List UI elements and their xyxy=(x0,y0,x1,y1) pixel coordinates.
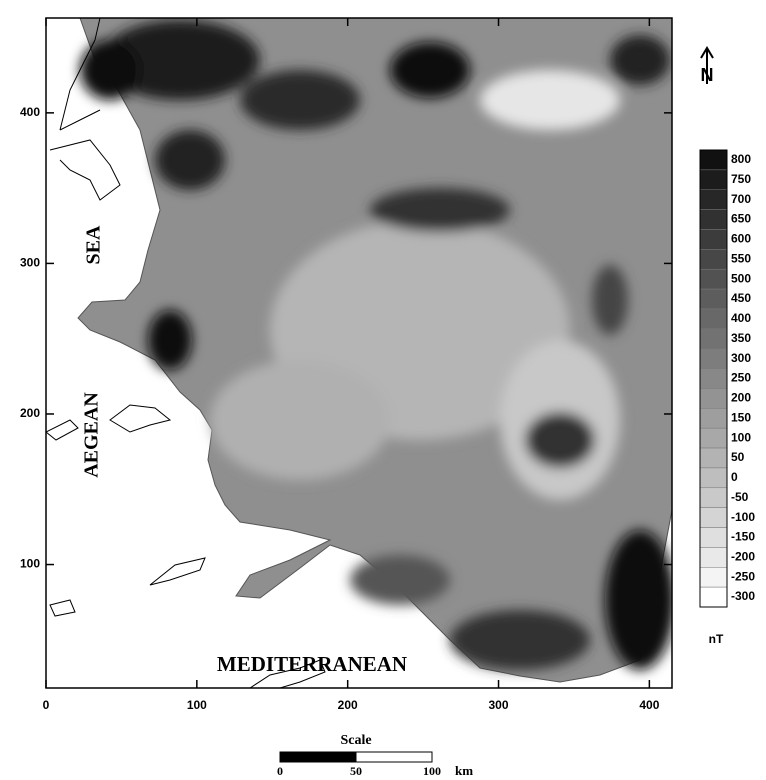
y-tick-label: 200 xyxy=(20,406,40,420)
colorbar-swatch xyxy=(700,528,727,548)
colorbar-label: -250 xyxy=(731,569,755,583)
colorbar-swatch xyxy=(700,170,727,190)
colorbar-label: -300 xyxy=(731,589,755,603)
colorbar-unit: nT xyxy=(709,632,724,646)
colorbar-swatch xyxy=(700,408,727,428)
colorbar-label: 250 xyxy=(731,371,751,385)
scale-tick-label: 50 xyxy=(350,764,362,778)
colorbar-swatch xyxy=(700,309,727,329)
colorbar-swatch xyxy=(700,249,727,269)
colorbar-swatch xyxy=(700,448,727,468)
colorbar-swatch xyxy=(700,508,727,528)
y-tick-label: 300 xyxy=(20,256,40,270)
colorbar-swatch xyxy=(700,150,727,170)
scale-tick-label: 100 xyxy=(423,764,441,778)
colorbar-label: 600 xyxy=(731,232,751,246)
y-tick-label: 400 xyxy=(20,105,40,119)
colorbar-label: 450 xyxy=(731,291,751,305)
colorbar-label: -50 xyxy=(731,490,749,504)
colorbar-swatch xyxy=(700,567,727,587)
map-area: SEA AEGEAN MEDITERRANEAN xyxy=(46,18,675,688)
sea-label: SEA xyxy=(83,225,105,264)
scale-tick-label: 0 xyxy=(277,764,283,778)
colorbar-label: 550 xyxy=(731,251,751,265)
x-tick-label: 100 xyxy=(187,698,207,712)
scale-unit: km xyxy=(455,763,473,778)
colorbar-swatch xyxy=(700,269,727,289)
colorbar-swatch xyxy=(700,388,727,408)
colorbar-swatch xyxy=(700,289,727,309)
colorbar-swatch xyxy=(700,229,727,249)
colorbar-label: -200 xyxy=(731,549,755,563)
colorbar-swatch xyxy=(700,468,727,488)
colorbar-label: 400 xyxy=(731,311,751,325)
colorbar-label: 500 xyxy=(731,271,751,285)
scale-segment xyxy=(280,752,356,762)
colorbar-label: 750 xyxy=(731,172,751,186)
colorbar-swatch xyxy=(700,190,727,210)
colorbar-swatch xyxy=(700,547,727,567)
colorbar-label: 350 xyxy=(731,331,751,345)
x-tick-label: 300 xyxy=(489,698,509,712)
north-arrow: N xyxy=(701,48,714,85)
colorbar-label: 150 xyxy=(731,410,751,424)
sea-label: MEDITERRANEAN xyxy=(217,652,407,676)
x-tick-label: 400 xyxy=(639,698,659,712)
x-tick-label: 0 xyxy=(43,698,50,712)
sea-label: AEGEAN xyxy=(81,392,103,478)
colorbar-swatch xyxy=(700,369,727,389)
map-figure: SEA AEGEAN MEDITERRANEAN N nT Scale km 0… xyxy=(0,0,766,780)
colorbar-swatch xyxy=(700,428,727,448)
colorbar-swatch xyxy=(700,488,727,508)
colorbar-label: -150 xyxy=(731,530,755,544)
colorbar-swatch xyxy=(700,587,727,607)
scale-segment xyxy=(356,752,432,762)
colorbar-label: 300 xyxy=(731,351,751,365)
scale-title: Scale xyxy=(340,733,371,748)
north-label: N xyxy=(701,65,714,85)
colorbar-swatch xyxy=(700,329,727,349)
y-tick-label: 100 xyxy=(20,557,40,571)
colorbar-label: 700 xyxy=(731,192,751,206)
colorbar-swatch xyxy=(700,349,727,369)
colorbar-label: 50 xyxy=(731,450,745,464)
page: SEA AEGEAN MEDITERRANEAN N nT Scale km 0… xyxy=(0,0,766,780)
x-tick-label: 200 xyxy=(338,698,358,712)
colorbar-label: 200 xyxy=(731,391,751,405)
colorbar-swatch xyxy=(700,210,727,230)
colorbar-label: 100 xyxy=(731,430,751,444)
colorbar-label: 0 xyxy=(731,470,738,484)
colorbar-label: 800 xyxy=(731,152,751,166)
colorbar-label: -100 xyxy=(731,510,755,524)
colorbar-label: 650 xyxy=(731,212,751,226)
